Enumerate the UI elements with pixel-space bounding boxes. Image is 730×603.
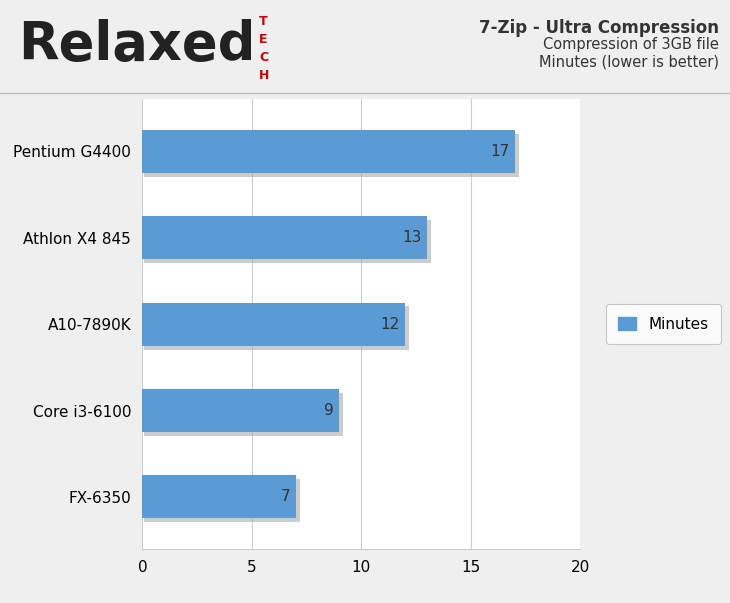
Bar [142,475,296,519]
Text: E: E [259,33,268,46]
Bar [142,130,515,173]
Text: T: T [259,14,268,28]
Text: 9: 9 [324,403,334,418]
Text: H: H [259,69,269,82]
Bar [142,389,339,432]
Bar [144,306,409,350]
Bar [144,393,343,436]
Text: Relaxed: Relaxed [18,19,255,71]
Text: 7-Zip - Ultra Compression: 7-Zip - Ultra Compression [479,19,719,37]
Text: 7: 7 [280,490,291,504]
Text: Minutes (lower is better): Minutes (lower is better) [539,54,719,69]
Text: 13: 13 [402,230,422,245]
Text: Compression of 3GB file: Compression of 3GB file [543,37,719,52]
Bar [142,303,405,346]
Legend: Minutes: Minutes [605,305,721,344]
Text: C: C [259,51,269,64]
Bar [142,216,427,259]
Bar [144,479,299,522]
Text: 12: 12 [380,317,400,332]
Bar [144,220,431,263]
Text: 17: 17 [490,144,510,159]
Bar [144,134,518,177]
